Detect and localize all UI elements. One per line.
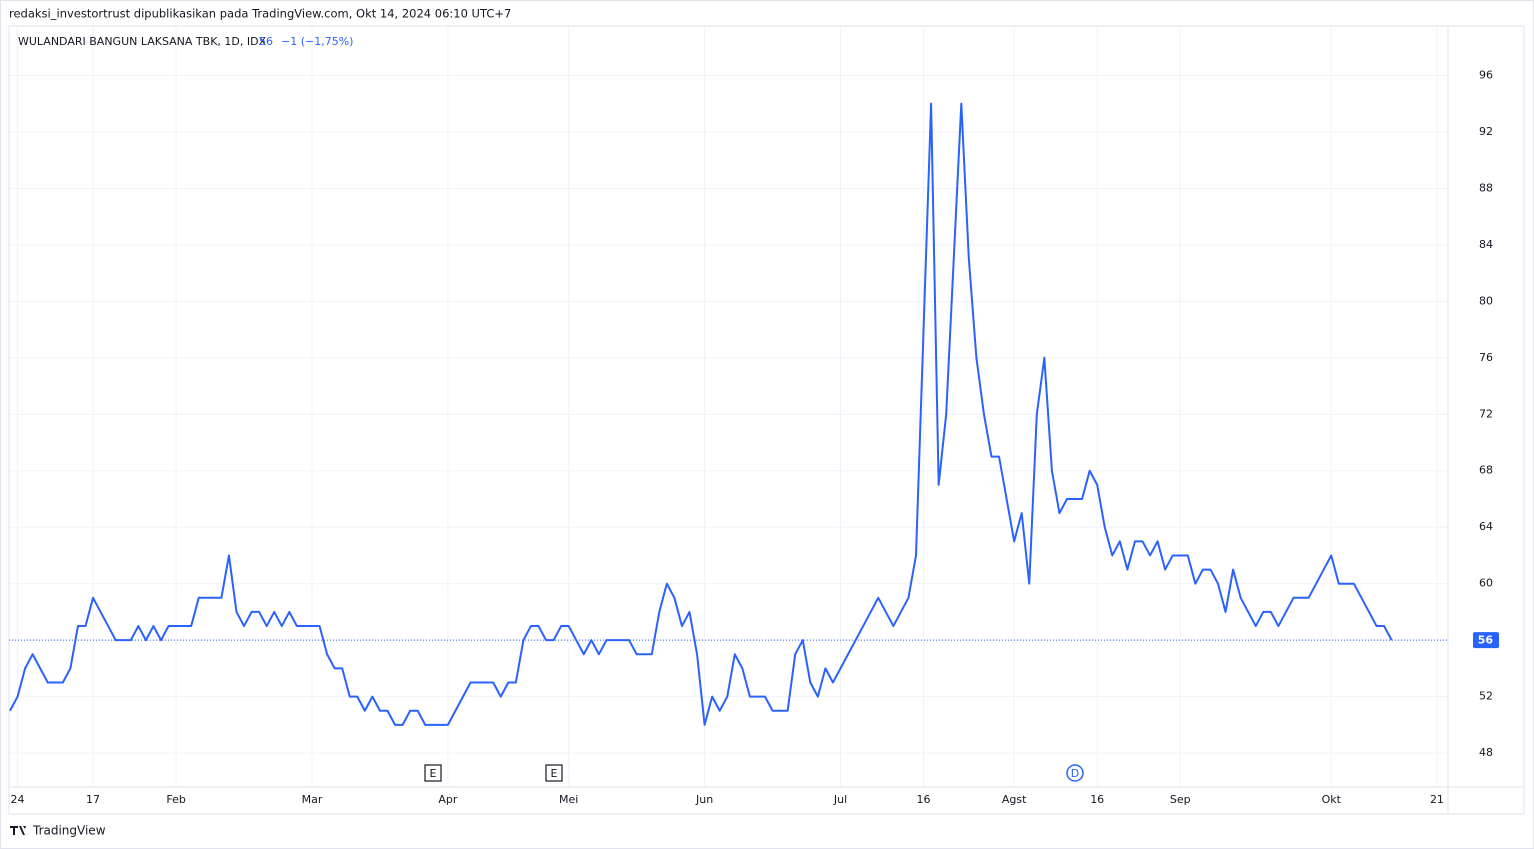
- y-tick-label: 72: [1479, 407, 1493, 420]
- y-tick-label: 52: [1479, 690, 1493, 703]
- logo: TradingView: [10, 824, 106, 838]
- y-tick-label: 96: [1479, 68, 1493, 81]
- header-change: −1 (−1,75%): [281, 35, 353, 48]
- header-price: 56: [259, 35, 273, 48]
- x-tick-label: Mei: [559, 793, 578, 806]
- event-label: E: [551, 767, 558, 780]
- x-tick-label: Okt: [1322, 793, 1342, 806]
- event-label: E: [430, 767, 437, 780]
- y-tick-label: 48: [1479, 746, 1493, 759]
- y-tick-label: 84: [1479, 238, 1493, 251]
- x-tick-label: Mar: [302, 793, 323, 806]
- last-price-label: 56: [1478, 634, 1494, 647]
- event-marker: [1066, 764, 1084, 782]
- grid: [9, 26, 1448, 787]
- x-tick-label: Jun: [695, 793, 713, 806]
- x-tick-label: 16: [1090, 793, 1104, 806]
- event-marker: [424, 764, 442, 782]
- event-label: D: [1071, 767, 1079, 780]
- price-line: [9, 102, 1393, 726]
- x-tick-label: 17: [86, 793, 100, 806]
- x-tick-label: 24: [11, 793, 25, 806]
- y-tick-label: 76: [1479, 351, 1493, 364]
- chart-border: [8, 25, 1525, 815]
- y-tick-label: 80: [1479, 294, 1493, 307]
- event-marker: [545, 764, 563, 782]
- last-price-badge: [1473, 632, 1499, 649]
- x-tick-label: Sep: [1170, 793, 1191, 806]
- x-tick-label: Jul: [833, 793, 847, 806]
- chart-title: WULANDARI BANGUN LAKSANA TBK, 1D, IDX: [18, 35, 267, 48]
- y-tick-label: 60: [1479, 577, 1493, 590]
- footer-text: TradingView: [32, 824, 106, 838]
- x-tick-label: Agst: [1002, 793, 1027, 806]
- y-tick-label: 64: [1479, 520, 1493, 533]
- x-tick-label: 21: [1430, 793, 1444, 806]
- x-tick-label: 16: [917, 793, 931, 806]
- y-tick-label: 92: [1479, 125, 1493, 138]
- attribution: redaksi_investortrust dipublikasikan pad…: [9, 7, 511, 21]
- x-tick-label: Apr: [438, 793, 458, 806]
- y-tick-label: 68: [1479, 464, 1493, 477]
- y-tick-label: 88: [1479, 181, 1493, 194]
- x-tick-label: Feb: [166, 793, 185, 806]
